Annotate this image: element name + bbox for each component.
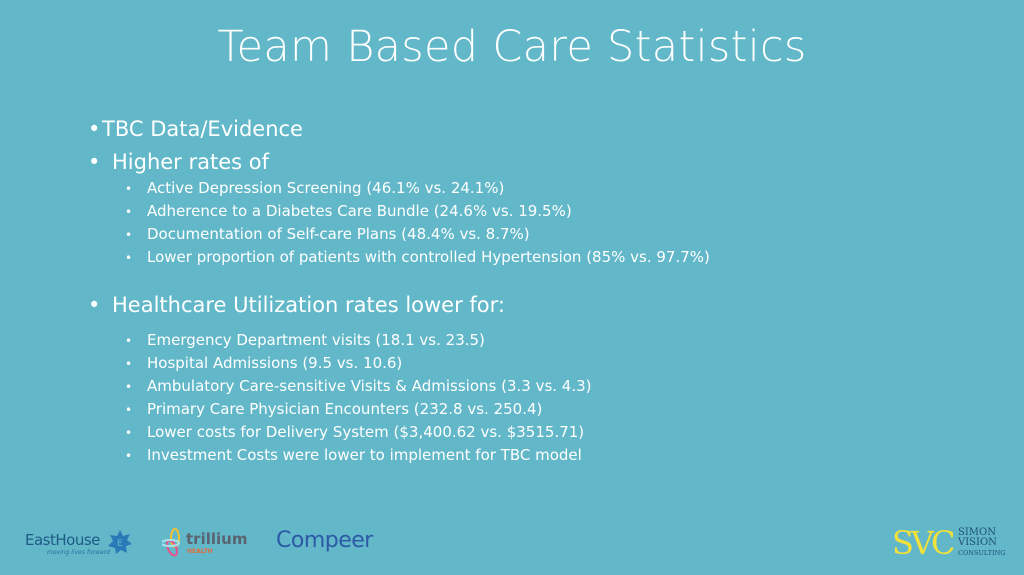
star-icon: E [108,530,132,554]
list-item: • Investment Costs were lower to implemen… [125,446,582,464]
list-item: • Hospital Admissions (9.5 vs. 10.6) [125,354,403,372]
list-item: • Active Depression Screening (46.1% vs. … [125,179,505,197]
list-item: • Lower proportion of patients with contr… [125,248,710,266]
trillium-leaf-icon [160,528,180,557]
list-item: • Primary Care Physician Encounters (232.… [125,400,543,418]
list-item: • Adherence to a Diabetes Care Bundle (24… [125,202,572,220]
compeer-logo: Compeer [276,528,373,553]
slide-title: Team Based Care Statistics [217,22,807,72]
list-item: • Emergency Department visits (18.1 vs. 2… [125,331,485,349]
list-item: • Ambulatory Care-sensitive Visits & Admi… [125,377,592,395]
list-item: • Documentation of Self-care Plans (48.4%… [125,225,530,243]
bullet-higher-rates: • Higher rates of [88,150,270,174]
svc-logo: SVC SIMON VISION CONSULTING [892,524,1006,562]
trillium-logo: trillium HEALTH [160,528,247,562]
svg-text:E: E [117,539,123,549]
easthouse-logo: EastHouse moving lives forward E [25,530,132,556]
bullet-tbc-data: •TBC Data/Evidence [88,117,303,141]
bullet-utilization: • Healthcare Utilization rates lower for: [88,293,505,317]
list-item: • Lower costs for Delivery System ($3,400… [125,423,585,441]
